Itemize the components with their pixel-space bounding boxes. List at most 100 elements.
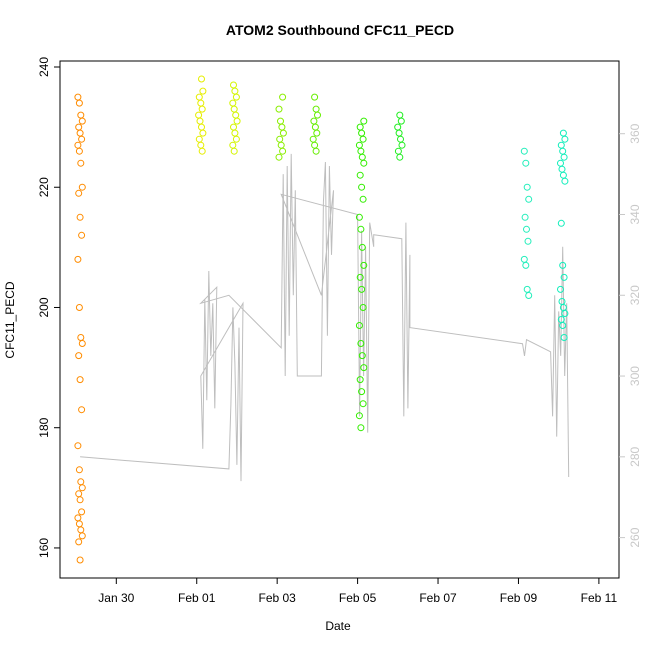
y2-tick-label: 320 — [628, 285, 642, 305]
data-point — [75, 123, 83, 131]
data-point — [75, 147, 83, 155]
data-point — [310, 117, 318, 125]
data-point — [520, 147, 528, 155]
data-point — [396, 111, 404, 119]
y-tick-label: 180 — [37, 417, 51, 437]
data-point — [198, 147, 206, 155]
series-segment-1 — [74, 93, 86, 564]
data-point — [557, 141, 565, 149]
data-point — [523, 183, 531, 191]
data-point — [197, 141, 205, 149]
data-point — [358, 388, 366, 396]
data-point — [77, 111, 85, 119]
series-segment-9 — [557, 129, 569, 341]
x-axis: Jan 30 Feb 01 Feb 03 Feb 05 Feb 07 Feb 09 Feb … — [98, 578, 617, 605]
data-point — [78, 532, 86, 540]
data-point — [358, 243, 366, 251]
data-point — [75, 538, 83, 546]
data-point — [232, 135, 240, 143]
data-point — [74, 442, 82, 450]
data-point — [523, 285, 531, 293]
data-point — [360, 261, 368, 269]
data-point — [197, 99, 205, 107]
data-point — [356, 376, 364, 384]
data-point — [75, 520, 83, 528]
data-point — [279, 93, 287, 101]
data-point — [523, 225, 530, 233]
data-point — [78, 117, 86, 125]
data-point — [356, 171, 364, 179]
data-point — [312, 105, 320, 113]
data-point — [198, 123, 205, 131]
data-point — [196, 117, 204, 125]
data-point — [525, 292, 533, 299]
y-tick-label: 240 — [37, 57, 51, 77]
x-tick-label: Feb 01 — [178, 591, 216, 605]
data-point — [275, 105, 283, 113]
data-point — [358, 285, 366, 293]
data-point — [561, 310, 569, 317]
data-point — [358, 352, 366, 360]
data-point — [557, 285, 564, 293]
data-point — [76, 213, 84, 221]
x-axis-label: Date — [325, 619, 351, 633]
data-point — [560, 153, 568, 161]
data-point — [394, 123, 402, 131]
y-tick-label: 160 — [37, 538, 51, 558]
data-point — [195, 111, 203, 119]
data-point — [76, 496, 84, 504]
data-point — [561, 135, 569, 143]
data-point — [313, 129, 321, 137]
data-point — [355, 322, 363, 329]
data-point — [525, 195, 533, 203]
data-point — [195, 93, 203, 101]
data-point — [520, 255, 528, 263]
x-tick-label: Feb 09 — [500, 591, 538, 605]
y2-tick-label: 300 — [628, 366, 642, 386]
data-point — [355, 141, 363, 149]
data-point — [78, 406, 86, 414]
data-point — [359, 304, 367, 311]
right-axis-series-line — [80, 153, 570, 482]
data-point — [233, 117, 241, 125]
series-segment-2 — [195, 75, 207, 155]
data-point — [198, 75, 205, 83]
data-point — [398, 141, 406, 149]
data-point — [230, 123, 237, 131]
data-point — [75, 99, 83, 107]
y-axis-right: 260 280 300 320 340 360 — [619, 123, 642, 548]
data-point — [230, 81, 237, 89]
data-point — [560, 334, 568, 341]
series-segment-6 — [355, 117, 368, 432]
data-point — [74, 93, 82, 101]
series-segment-7 — [394, 111, 406, 161]
series-segment-3 — [229, 81, 241, 155]
data-point — [231, 87, 239, 95]
data-point — [279, 147, 287, 155]
data-point — [357, 225, 365, 233]
data-point — [559, 171, 567, 179]
data-point — [75, 490, 83, 498]
x-tick-label: Feb 05 — [339, 591, 377, 605]
chart-title: ATOM2 Southbound CFC11_PECD — [226, 22, 454, 38]
data-point — [311, 93, 319, 101]
data-point — [355, 412, 363, 420]
data-point — [229, 141, 237, 149]
data-point — [360, 364, 368, 372]
y-tick-label: 220 — [37, 177, 51, 197]
data-point — [275, 153, 283, 161]
data-point — [559, 261, 567, 269]
data-point — [357, 147, 365, 155]
data-point — [522, 261, 530, 269]
series-segment-8 — [520, 147, 533, 299]
data-point — [360, 159, 368, 167]
data-point — [78, 340, 86, 347]
data-point — [277, 141, 285, 149]
data-point — [312, 147, 320, 155]
data-point — [359, 135, 367, 143]
data-point — [359, 400, 367, 408]
data-point — [77, 478, 85, 486]
data-point — [397, 135, 404, 143]
data-point — [557, 159, 564, 167]
